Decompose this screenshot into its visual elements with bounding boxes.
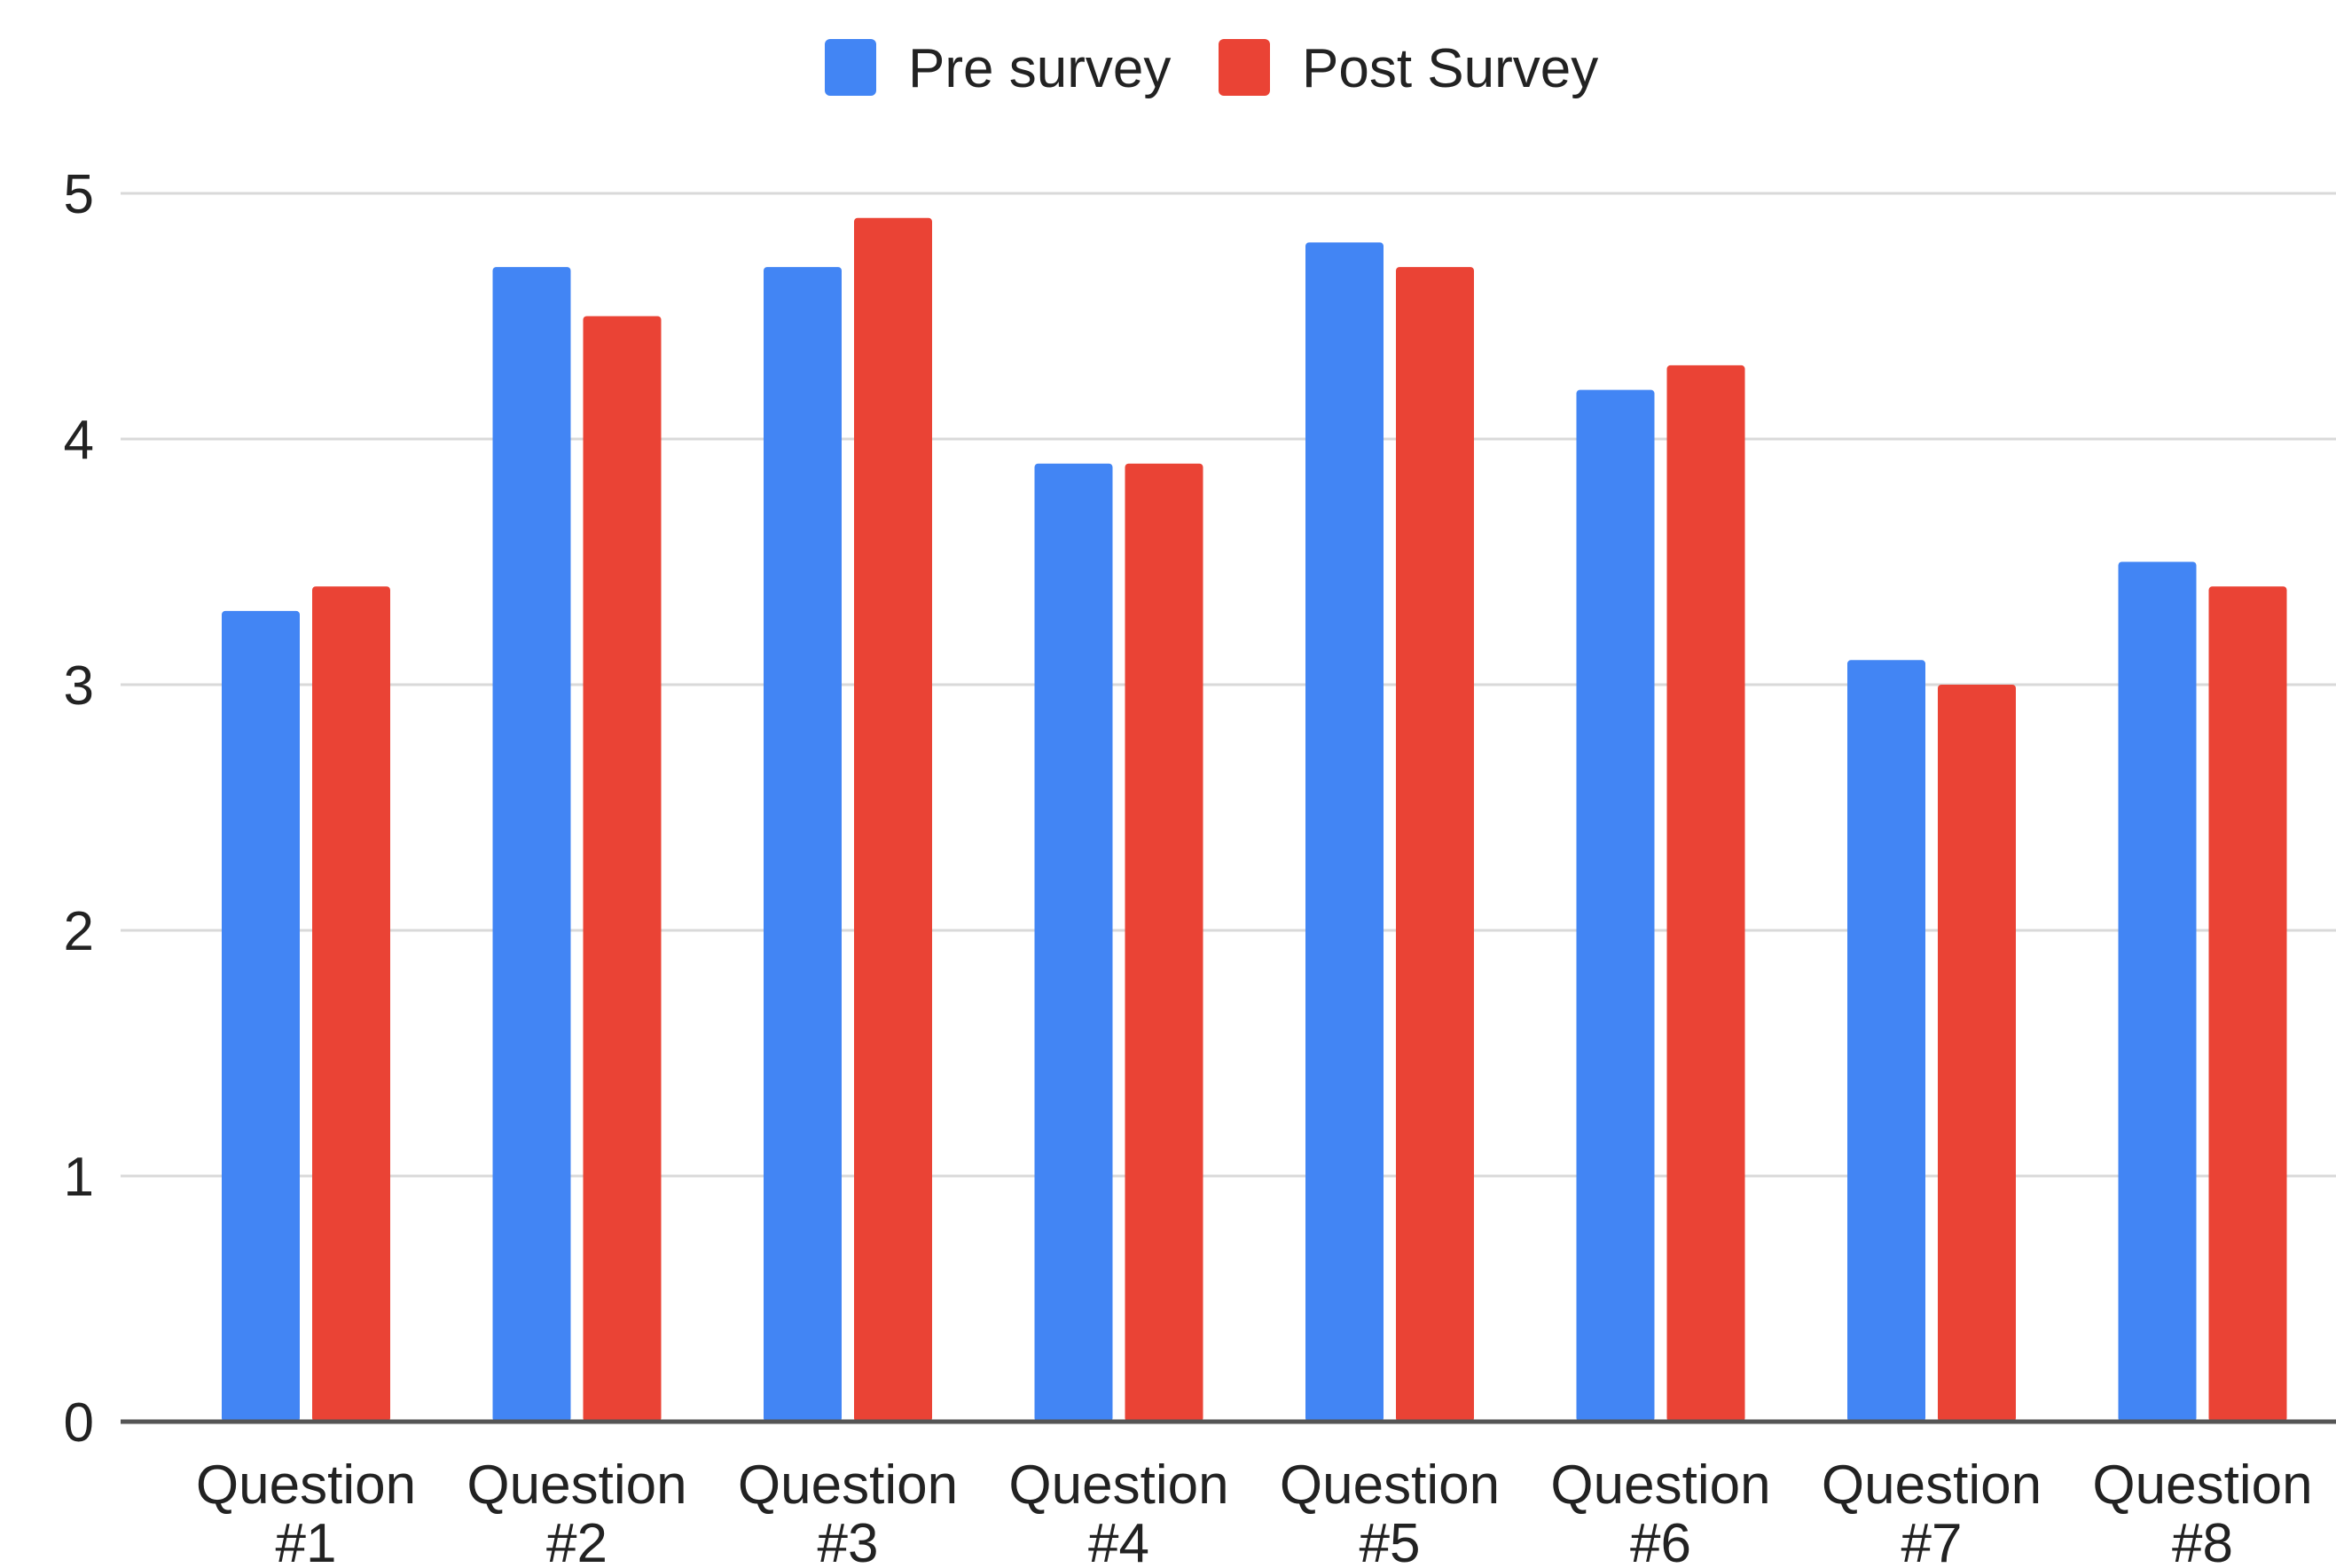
x-tick-label: Question #8 xyxy=(2092,1454,2312,1568)
bar-pre-8 xyxy=(2118,561,2197,1422)
x-tick-label: Question #1 xyxy=(196,1454,416,1568)
bar-post-8 xyxy=(2208,586,2287,1422)
x-tick-label: Question #4 xyxy=(1008,1454,1228,1568)
x-tick-label-line: #5 xyxy=(1360,1513,1421,1568)
y-tick-label: 4 xyxy=(64,410,94,471)
bar-post-2 xyxy=(583,316,662,1422)
x-tick-label: Question #2 xyxy=(466,1454,686,1568)
x-tick-label-line: Question xyxy=(1280,1454,1500,1516)
x-tick-label: Question #7 xyxy=(1822,1454,2042,1568)
x-tick-label-line: Question xyxy=(466,1454,686,1516)
x-tick-label-line: #4 xyxy=(1088,1513,1149,1568)
x-tick-label-line: #8 xyxy=(2172,1513,2233,1568)
legend-label-post: Post Survey xyxy=(1302,38,1598,99)
bar-pre-3 xyxy=(764,267,842,1423)
x-tick-label: Question #5 xyxy=(1280,1454,1500,1568)
bar-post-6 xyxy=(1666,365,1745,1422)
bar-pre-7 xyxy=(1847,660,1925,1422)
y-tick-label: 3 xyxy=(64,655,94,717)
x-tick-label-line: #6 xyxy=(1630,1513,1691,1568)
x-tick-label-line: #7 xyxy=(1901,1513,1963,1568)
y-tick-labels: 0 1 2 3 4 5 xyxy=(64,164,94,1454)
bar-post-7 xyxy=(1938,685,2016,1422)
bars xyxy=(222,217,2287,1423)
legend-swatch-post xyxy=(1219,39,1270,96)
legend-label-pre: Pre survey xyxy=(908,38,1171,99)
x-tick-label-line: #2 xyxy=(546,1513,608,1568)
bar-pre-2 xyxy=(492,267,571,1423)
y-tick-label: 2 xyxy=(64,901,94,962)
x-tick-label-line: #3 xyxy=(818,1513,879,1568)
bar-post-4 xyxy=(1125,463,1203,1423)
bar-pre-5 xyxy=(1305,242,1384,1422)
bar-post-5 xyxy=(1396,267,1474,1423)
bar-pre-1 xyxy=(222,610,300,1422)
x-tick-label-line: Question xyxy=(2092,1454,2312,1516)
x-tick-label-line: Question xyxy=(1822,1454,2042,1516)
x-tick-label-line: Question xyxy=(196,1454,416,1516)
y-tick-label: 1 xyxy=(64,1147,94,1208)
x-tick-label-line: Question xyxy=(738,1454,958,1516)
x-tick-label-line: Question xyxy=(1008,1454,1228,1516)
bar-post-1 xyxy=(312,586,390,1422)
x-tick-label-line: #1 xyxy=(276,1513,337,1568)
x-tick-label-line: Question xyxy=(1550,1454,1770,1516)
bar-pre-6 xyxy=(1576,389,1655,1423)
legend: Pre survey Post Survey xyxy=(825,38,1598,99)
y-tick-label: 5 xyxy=(64,164,94,225)
y-tick-label: 0 xyxy=(64,1392,94,1454)
bar-post-3 xyxy=(854,217,932,1423)
x-tick-label: Question #3 xyxy=(738,1454,958,1568)
legend-swatch-pre xyxy=(825,39,876,96)
x-tick-label: Question #6 xyxy=(1550,1454,1770,1568)
bar-pre-4 xyxy=(1034,463,1113,1423)
